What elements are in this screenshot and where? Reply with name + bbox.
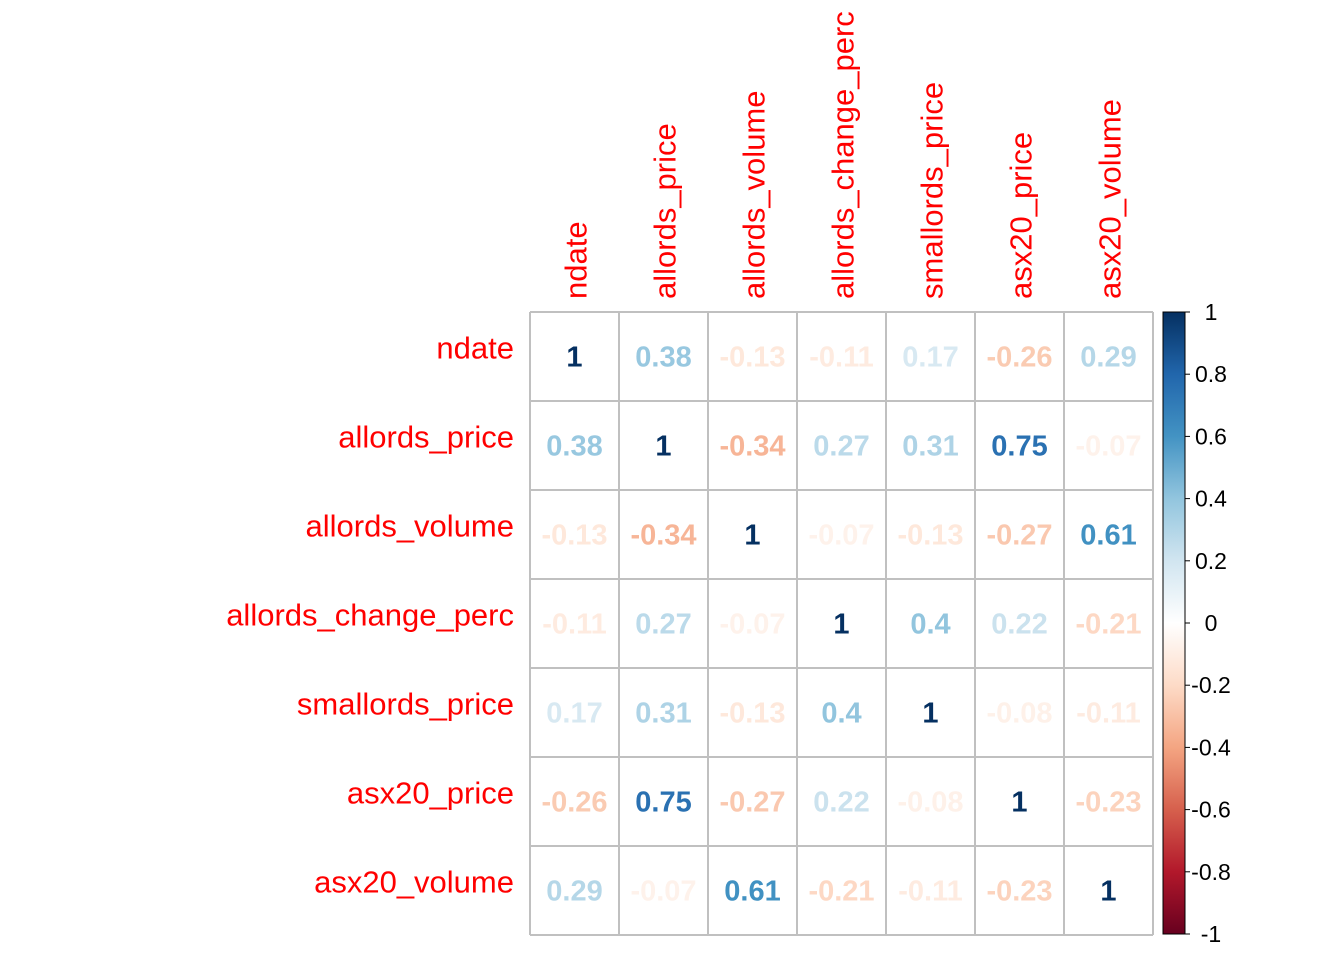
cell-value: 1 (566, 342, 582, 374)
cell-value: -0.11 (542, 609, 607, 641)
cell-value: -0.34 (719, 431, 785, 463)
cell-value: 0.75 (635, 787, 691, 819)
cell-value: 0.61 (724, 876, 780, 908)
cell-value: 0.29 (1080, 342, 1136, 374)
cell-value: -0.07 (630, 876, 696, 908)
grid (529, 311, 1154, 936)
column-label: asx20_price (1004, 132, 1039, 299)
cell-value: 0.17 (902, 342, 958, 374)
cell-value: 1 (1100, 876, 1116, 908)
cell-value: 0.22 (813, 787, 869, 819)
row-label: asx20_volume (314, 865, 514, 900)
legend-tick-label: -1 (1201, 921, 1221, 947)
cell-value: 1 (833, 609, 849, 641)
cell-value: -0.27 (719, 787, 785, 819)
cell-value: 0.29 (546, 876, 602, 908)
cell-value: -0.26 (541, 787, 607, 819)
cell-value: -0.26 (986, 342, 1052, 374)
cell-value: 0.75 (991, 431, 1047, 463)
cell-value: 0.38 (546, 431, 602, 463)
cell-value: 0.22 (991, 609, 1047, 641)
cell-value: -0.13 (719, 342, 785, 374)
cell-value: 1 (922, 698, 938, 730)
legend-tick-label: -0.6 (1191, 797, 1231, 823)
legend-tick-label: 0 (1205, 610, 1218, 636)
column-label: allords_volume (737, 91, 772, 300)
cells: 1 0.38 -0.13 -0.11 0.17 -0.26 0.29 0.38 1 -0.34 0.… (541, 342, 1141, 908)
cell-value: -0.23 (1075, 787, 1141, 819)
cell-value: 0.27 (635, 609, 691, 641)
cell-value: -0.11 (1076, 698, 1141, 730)
cell-value: -0.13 (897, 520, 963, 552)
cell-value: 1 (1011, 787, 1027, 819)
cell-value: -0.11 (898, 876, 963, 908)
cell-value: -0.13 (541, 520, 607, 552)
cell-value: -0.21 (1075, 609, 1141, 641)
legend-tick-label: 0.4 (1195, 486, 1227, 512)
legend-tick-label: -0.8 (1191, 859, 1231, 885)
column-label: allords_change_perc (826, 11, 861, 299)
cell-value: 0.17 (546, 698, 602, 730)
cell-value: -0.08 (986, 698, 1052, 730)
column-label: smallords_price (915, 82, 950, 299)
cell-value: -0.27 (986, 520, 1052, 552)
cell-value: -0.23 (986, 876, 1052, 908)
cell-value: 0.4 (821, 698, 861, 730)
legend-tick-label: 0.6 (1195, 423, 1227, 449)
legend-tick-label: 0.2 (1195, 548, 1227, 574)
legend-ticks: 1 0.8 0.6 0.4 0.2 0 -0.2 -0.4 -0.6 -0.8 -1 (1185, 299, 1231, 947)
cell-value: 0.31 (902, 431, 958, 463)
legend-tick-label: -0.4 (1191, 734, 1231, 760)
cell-value: 0.61 (1080, 520, 1136, 552)
column-label: ndate (559, 221, 594, 299)
row-label: smallords_price (297, 687, 514, 722)
cell-value: -0.13 (719, 698, 785, 730)
legend-color-bar (1162, 311, 1186, 935)
cell-value: 1 (655, 431, 671, 463)
cell-value: -0.34 (630, 520, 696, 552)
cell-value: 0.4 (910, 609, 950, 641)
row-label: ndate (436, 331, 514, 366)
cell-value: -0.11 (809, 342, 874, 374)
cell-value: 0.31 (635, 698, 691, 730)
legend-tick-label: 1 (1205, 299, 1218, 325)
column-labels: ndate allords_price allords_volume allords_… (559, 11, 1128, 299)
cell-value: -0.07 (1075, 431, 1141, 463)
row-label: asx20_price (347, 776, 514, 811)
cell-value: -0.07 (808, 520, 874, 552)
color-legend: 1 0.8 0.6 0.4 0.2 0 -0.2 -0.4 -0.6 -0.8 -1 (1162, 299, 1231, 947)
legend-tick-label: -0.2 (1191, 672, 1231, 698)
cell-value: -0.07 (719, 609, 785, 641)
cell-value: 1 (744, 520, 760, 552)
row-label: allords_change_perc (226, 598, 514, 633)
cell-value: 0.38 (635, 342, 691, 374)
row-labels: ndate allords_price allords_volume allords_… (226, 331, 514, 900)
cell-value: 0.27 (813, 431, 869, 463)
legend-tick-label: 0.8 (1195, 361, 1227, 387)
column-label: allords_price (648, 123, 683, 299)
row-label: allords_volume (306, 509, 515, 544)
cell-value: -0.08 (897, 787, 963, 819)
row-label: allords_price (338, 420, 514, 455)
cell-value: -0.21 (808, 876, 874, 908)
column-label: asx20_volume (1093, 99, 1128, 299)
